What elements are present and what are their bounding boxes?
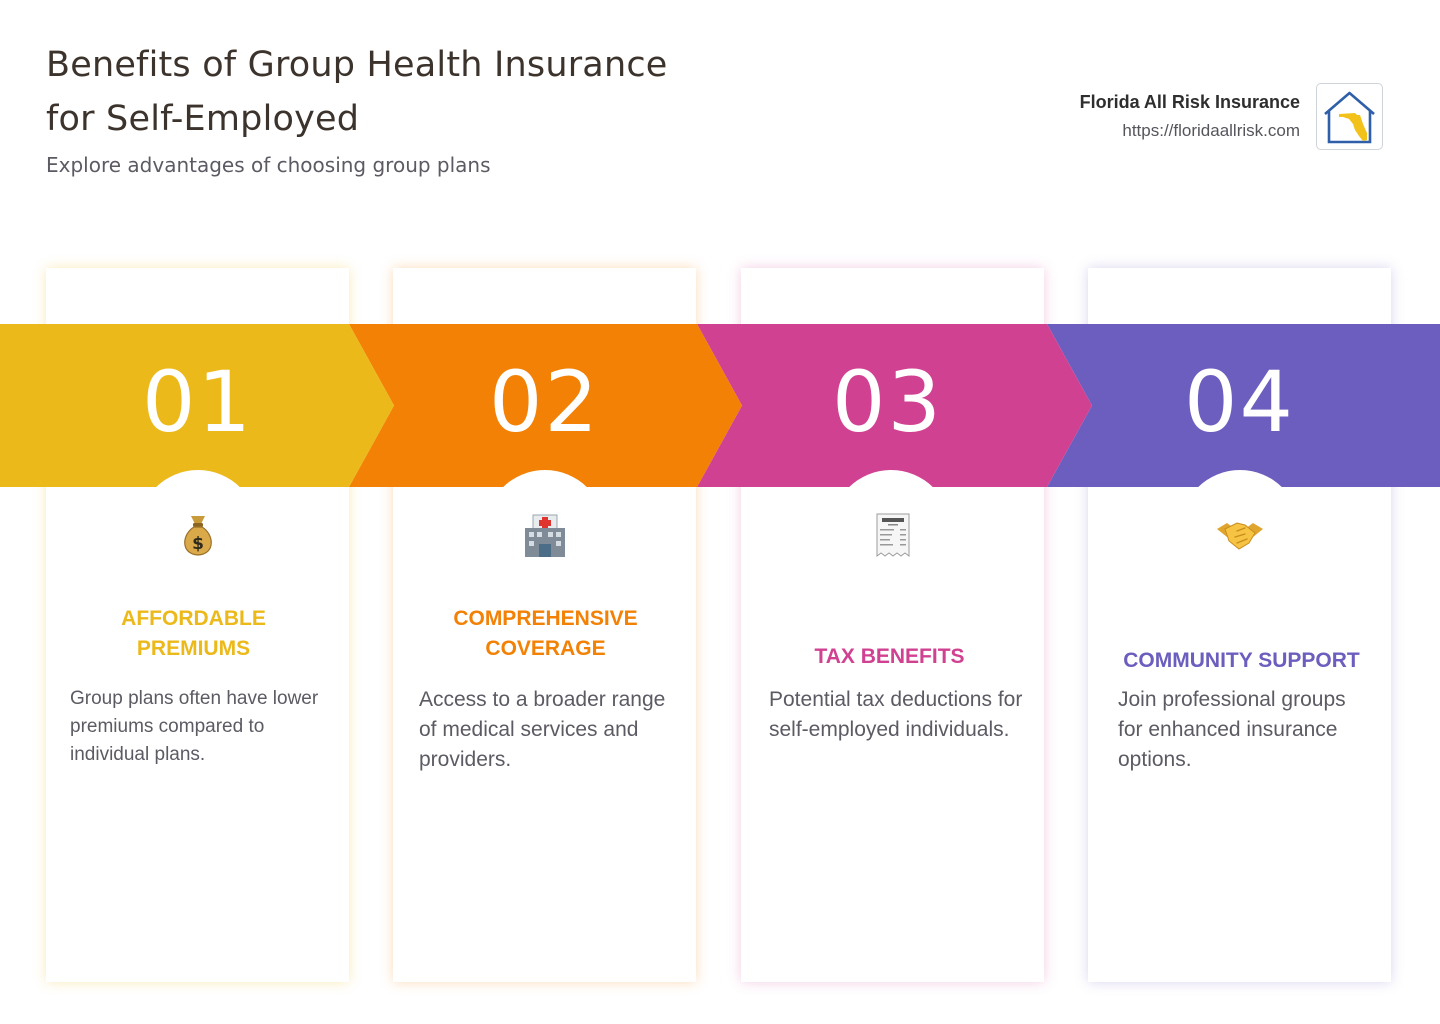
money-bag-icon: $ <box>46 505 349 565</box>
step-number-3: 03 <box>832 353 943 451</box>
card-description-2: Access to a broader range of medical ser… <box>419 688 666 771</box>
handshake-icon <box>1088 505 1391 565</box>
card-title-4: COMMUNITY SUPPORT <box>1123 649 1360 672</box>
svg-text:$: $ <box>192 534 204 554</box>
hospital-icon <box>393 505 696 565</box>
brand-block: Florida All Risk Insurance https://flori… <box>1080 92 1300 141</box>
step-number-4: 04 <box>1184 353 1295 451</box>
card-description-3: Potential tax deductions for self-employ… <box>769 688 1023 741</box>
card-description-1: Group plans often have lower premiums co… <box>70 688 319 765</box>
house-with-florida-map-icon <box>1316 83 1383 150</box>
step-chevron-2 <box>349 324 742 487</box>
card-title-2: COMPREHENSIVE COVERAGE <box>453 607 638 660</box>
step-chevron-3 <box>697 324 1092 487</box>
card-title-3: TAX BENEFITS <box>814 645 965 668</box>
card-description-4: Join professional groups for enhanced in… <box>1118 688 1346 771</box>
page-subtitle: Explore advantages of choosing group pla… <box>46 153 491 177</box>
brand-name: Florida All Risk Insurance <box>1079 92 1300 112</box>
card-title-1: AFFORDABLE PREMIUMS <box>121 607 266 660</box>
step-chevron-1 <box>0 324 394 487</box>
page-title: Benefits of Group Health Insurance for S… <box>46 45 668 139</box>
step-number-1: 01 <box>142 353 253 451</box>
step-chevron-band <box>0 324 1440 487</box>
receipt-icon <box>741 505 1044 565</box>
step-chevron-4 <box>1047 324 1440 487</box>
brand-url[interactable]: https://floridaallrisk.com <box>1122 121 1300 140</box>
step-number-2: 02 <box>489 353 600 451</box>
